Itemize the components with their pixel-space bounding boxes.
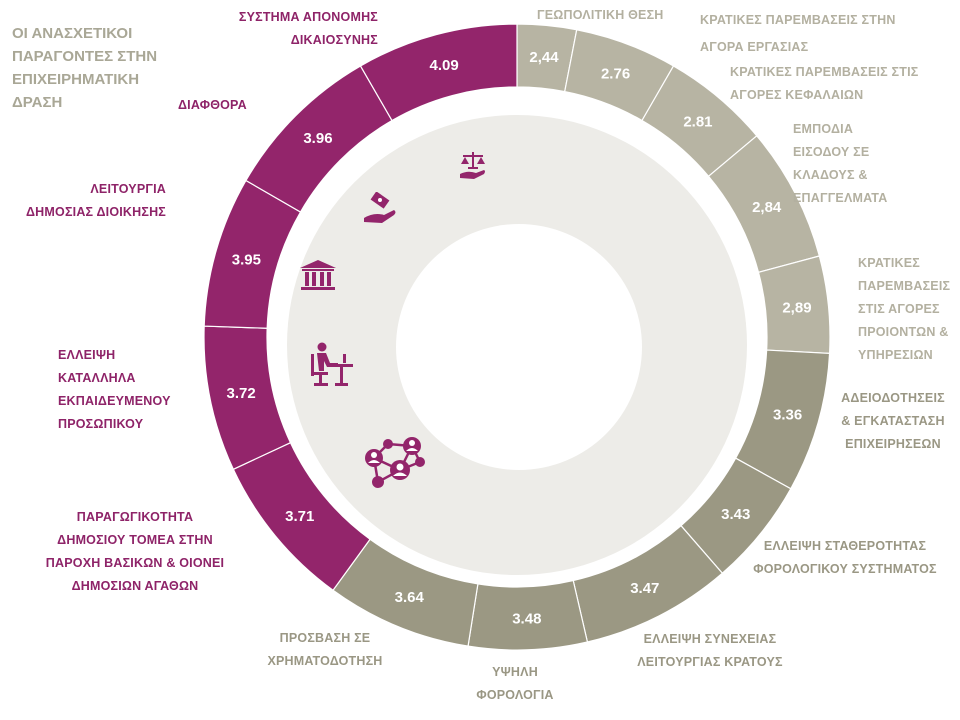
slice-value: 3.47 (630, 580, 659, 597)
slice-value: 3.64 (395, 589, 425, 606)
slice-value: 4.09 (430, 57, 459, 74)
slice-value: 3.48 (512, 610, 541, 627)
employee-desk-icon (311, 342, 353, 386)
slice-label: ΣΥΣΤΗΜΑ ΑΠΟΝΟΜΗΣ ΔΙΚΑΙΟΣΥΝΗΣ (238, 10, 378, 47)
slice-label: ΕΛΛΕΙΨΗ ΣΤΑΘΕΡΟΤΗΤΑΣ ΦΟΡΟΛΟΓΙΚΟΥ ΣΥΣΤΗΜΑ… (753, 539, 937, 576)
slice-label: ΕΛΛΕΙΨΗ ΚΑΤΑΛΛΗΛΑ ΕΚΠΑΙΔΕΥΜΕΝΟΥ ΠΡΟΣΩΠΙΚ… (58, 348, 171, 431)
slice-value: 2.76 (601, 65, 630, 82)
slice-label: ΠΑΡΑΓΩΓΙΚΟΤΗΤΑ ΔΗΜΟΣΙΟΥ ΤΟΜΕΑ ΣΤΗΝ ΠΑΡΟΧ… (45, 510, 225, 593)
slice-label: ΔΙΑΦΘΟΡΑ (178, 98, 247, 112)
slice-label: ΚΡΑΤΙΚΕΣ ΠΑΡΕΜΒΑΣΕΙΣ ΣΤΗΝ ΑΓΟΡΑ ΕΡΓΑΣΙΑΣ (700, 13, 896, 54)
slice-label: ΛΕΙΤΟΥΡΓΙΑ ΔΗΜΟΣΙΑΣ ΔΙΟΙΚΗΣΗΣ (26, 182, 166, 219)
slice-value: 3.72 (227, 385, 256, 402)
slice-value: 3.43 (721, 506, 750, 523)
slice-value: 2,84 (752, 199, 782, 216)
slice-value: 3.71 (285, 508, 314, 525)
slice-value: 2.81 (683, 113, 712, 130)
slice-value: 2,44 (529, 49, 559, 66)
slice-label: ΠΡΟΣΒΑΣΗ ΣΕ ΧΡΗΜΑΤΟΔΟΤΗΣΗ (267, 631, 383, 668)
slice-label: ΚΡΑΤΙΚΕΣ ΠΑΡΕΜΒΑΣΕΙΣ ΣΤΙΣ ΑΓΟΡΕΣ ΚΕΦΑΛΑΙ… (730, 65, 919, 102)
government-building-icon (300, 260, 336, 290)
center-hole (396, 224, 642, 470)
slice-value: 3.36 (773, 407, 802, 424)
slice-value: 3.95 (232, 251, 261, 268)
slice-label: ΓΕΩΠΟΛΙΤΙΚΗ ΘΕΣΗ (537, 8, 664, 22)
justice-scale-icon (460, 152, 485, 179)
slice-label: ΥΨΗΛΗ ΦΟΡΟΛΟΓΙΑ (476, 665, 554, 702)
money-hand-icon (364, 192, 396, 223)
chart-title: ΟΙ ΑΝΑΣΧΕΤΙΚΟΙ ΠΑΡΑΓΟΝΤΕΣ ΣΤΗΝ ΕΠΙΧΕΙΡΗΜ… (12, 25, 158, 111)
slice-value: 2,89 (782, 300, 811, 317)
people-network-icon (365, 437, 425, 488)
slice-label: ΕΜΠΟΔΙΑ ΕΙΣΟΔΟΥ ΣΕ ΚΛΑΔΟΥΣ & ΕΠΑΓΓΕΛΜΑΤΑ (793, 122, 888, 205)
slice-label: ΚΡΑΤΙΚΕΣ ΠΑΡΕΜΒΑΣΕΙΣ ΣΤΙΣ ΑΓΟΡΕΣ ΠΡΟΙΟΝΤ… (858, 256, 951, 362)
slice-label: ΑΔΕΙΟΔΟΤΗΣΕΙΣ & ΕΓΚΑΤΑΣΤΑΣΗ ΕΠΙΧΕΙΡΗΣΕΩΝ (841, 391, 945, 451)
slice-value: 3.96 (303, 130, 332, 147)
donut-slice (359, 23, 518, 122)
slice-label: ΕΛΛΕΙΨΗ ΣΥΝΕΧΕΙΑΣ ΛΕΙΤΟΥΡΓΙΑΣ ΚΡΑΤΟΥΣ (637, 632, 783, 669)
